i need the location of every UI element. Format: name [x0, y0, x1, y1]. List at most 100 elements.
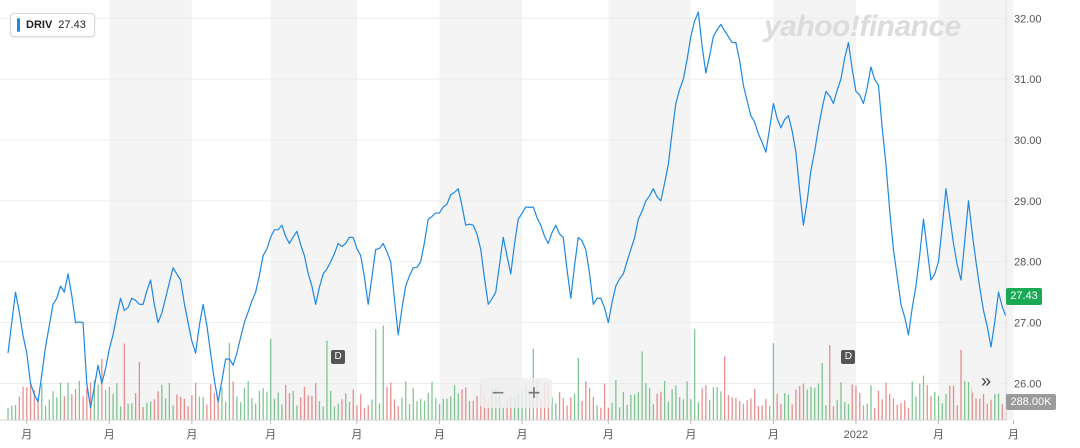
- volume-bar: [814, 387, 816, 420]
- y-tick-label: 30.00: [1014, 135, 1042, 147]
- x-tick-label: 月: [21, 429, 32, 441]
- volume-bar: [93, 380, 95, 420]
- volume-bar: [119, 406, 122, 420]
- volume-bar: [885, 382, 887, 420]
- volume-bar: [341, 399, 343, 420]
- x-tick-label: 月: [186, 429, 197, 441]
- volume-bar: [311, 395, 313, 420]
- volume-bar: [922, 375, 925, 420]
- volume-bar: [630, 394, 632, 420]
- volume-bar: [780, 403, 782, 420]
- volume-bar: [641, 351, 643, 420]
- volume-bar: [7, 407, 9, 420]
- volume-bar: [243, 387, 246, 420]
- price-line-layer: [7, 11, 1007, 409]
- volume-bar: [817, 383, 820, 420]
- volume-bar: [570, 397, 572, 420]
- volume-bar: [78, 380, 80, 420]
- volume-bar: [101, 358, 103, 420]
- volume-bar: [675, 385, 677, 420]
- volume-bar: [652, 404, 655, 420]
- volume-bar: [772, 343, 775, 420]
- volume-bar: [986, 403, 988, 420]
- volume-bar: [637, 392, 640, 420]
- volume-bar: [221, 387, 223, 420]
- volume-bar: [427, 393, 429, 420]
- volume-bar: [716, 387, 718, 420]
- volume-bar: [446, 398, 448, 420]
- volume-bar: [960, 349, 962, 420]
- fast-forward-button[interactable]: »: [972, 370, 1000, 394]
- x-tick-label: 月: [768, 429, 779, 441]
- volume-bar: [551, 397, 553, 420]
- volume-bar: [750, 398, 752, 420]
- volume-bar: [682, 399, 685, 420]
- x-tick-label: 月: [933, 429, 944, 441]
- y-tick-label: 32.00: [1014, 13, 1042, 25]
- volume-bar: [337, 403, 339, 420]
- volume-bar: [866, 403, 868, 420]
- volume-bar: [37, 397, 39, 420]
- x-tick-label: 月: [104, 429, 115, 441]
- volume-bar: [285, 384, 287, 420]
- x-axis-ticks: 月 月 月 月 月 月 月 月 月 月 2022 月 月: [21, 420, 1019, 441]
- volume-bar: [896, 404, 898, 420]
- volume-bar: [326, 340, 328, 420]
- volume-bar: [870, 385, 872, 420]
- volume-bar: [303, 386, 306, 420]
- volume-bar: [48, 399, 50, 420]
- horizontal-gridlines: [0, 17, 1006, 384]
- volume-bar: [375, 329, 377, 420]
- volume-bar: [502, 406, 504, 420]
- volume-bar: [217, 398, 219, 420]
- volume-bar: [352, 389, 354, 420]
- volume-bar: [296, 405, 298, 420]
- volume-bar: [825, 405, 827, 420]
- legend-chip[interactable]: DRIV 27.43: [10, 13, 95, 37]
- volume-bar: [862, 405, 865, 420]
- volume-bar: [821, 363, 823, 420]
- volume-bar: [29, 381, 32, 420]
- dividend-marker[interactable]: D: [331, 350, 346, 364]
- legend-color-bar: [17, 18, 20, 32]
- volume-bar: [592, 396, 594, 420]
- volume-bar: [134, 393, 137, 420]
- zoom-in-button[interactable]: +: [527, 380, 541, 405]
- volume-bar: [315, 383, 317, 420]
- volume-bar: [468, 400, 471, 420]
- volume-bar: [146, 402, 148, 420]
- volume-bar: [142, 407, 144, 420]
- volume-bar: [333, 406, 336, 420]
- volume-bar: [360, 394, 362, 420]
- volume-bar: [442, 398, 444, 420]
- price-line[interactable]: [7, 11, 1007, 409]
- legend-value: 27.43: [58, 19, 86, 31]
- volume-bar: [937, 395, 940, 420]
- volume-bar: [367, 405, 369, 420]
- volume-bar: [206, 404, 208, 420]
- volume-bar: [941, 403, 943, 420]
- volume-bar: [952, 385, 955, 420]
- volume-bar: [225, 401, 227, 420]
- volume-bar: [59, 382, 62, 420]
- volume-bar: [116, 383, 118, 420]
- volume-bar: [138, 361, 141, 420]
- volume-bar: [228, 342, 231, 420]
- volume-bar: [89, 382, 92, 420]
- volume-bar: [573, 393, 576, 420]
- volume-bar: [761, 405, 763, 420]
- volume-bar: [44, 406, 47, 420]
- dividend-marker[interactable]: D: [841, 350, 856, 364]
- volume-bar: [851, 384, 853, 420]
- volume-bar: [74, 389, 77, 420]
- volume-tag: 288.00K: [1006, 394, 1056, 410]
- volume-bar: [784, 393, 786, 420]
- zoom-out-button[interactable]: −: [491, 380, 505, 405]
- volume-bar: [382, 325, 384, 420]
- volume-bar: [104, 389, 107, 420]
- volume-bar: [236, 396, 238, 420]
- volume-bar: [742, 403, 745, 420]
- volume-bar: [979, 398, 981, 420]
- volume-bar: [56, 397, 58, 420]
